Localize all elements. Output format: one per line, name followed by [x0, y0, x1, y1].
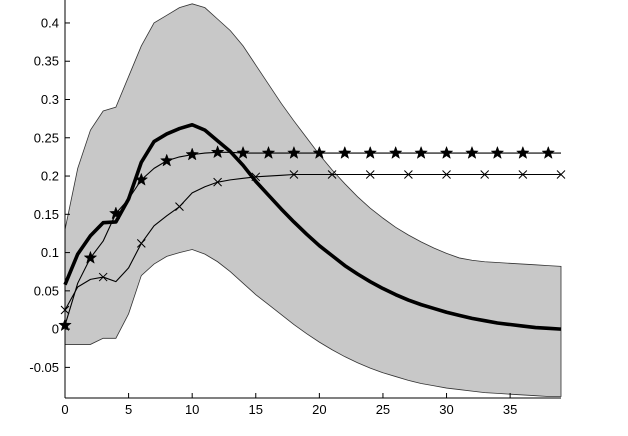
star-marker [388, 145, 403, 159]
star-marker [83, 250, 98, 264]
cross-marker [136, 239, 146, 248]
x-tick-label: 30 [439, 402, 453, 417]
star-marker [337, 145, 352, 159]
series-line-3 [64, 173, 561, 311]
star-marker [261, 145, 276, 159]
x-tick-label: 35 [503, 402, 517, 417]
star-marker [236, 145, 250, 159]
star-marker [363, 145, 378, 159]
cross-marker [404, 170, 413, 179]
y-tick-label: -0.05 [29, 360, 59, 375]
confidence-band [64, 3, 562, 397]
y-tick-label: 0.4 [41, 15, 59, 30]
star-marker [312, 145, 327, 159]
plot-area [58, 3, 566, 397]
x-axis: 0 5 10 15 20 25 30 35 [61, 393, 561, 417]
star-marker [134, 172, 149, 186]
x-tick-label: 10 [185, 402, 199, 417]
cross-marker [365, 170, 375, 179]
y-tick-label: 0.3 [41, 92, 59, 107]
cross-marker [442, 170, 451, 179]
x-tick-label: 15 [249, 402, 263, 417]
star-marker [515, 145, 530, 159]
y-tick-label: 0.35 [34, 54, 59, 69]
cross-marker [556, 170, 566, 179]
y-tick-label: 0.15 [34, 207, 59, 222]
star-marker [185, 147, 200, 161]
star-marker [210, 145, 225, 159]
star-marker [465, 145, 479, 159]
star-marker [109, 206, 123, 220]
cross-marker [213, 177, 222, 187]
y-tick-label: 0.05 [34, 283, 59, 298]
cross-marker [480, 170, 490, 179]
star-marker [414, 145, 428, 159]
y-tick-label: 0.1 [41, 245, 59, 260]
y-tick-label: 0.2 [41, 169, 59, 184]
y-tick-label: 0 [52, 322, 59, 337]
x-tick-label: 5 [125, 402, 132, 417]
star-marker [439, 145, 454, 159]
cross-marker [289, 170, 299, 179]
star-marker [159, 153, 174, 167]
y-axis: -0.05 0 0.05 0.1 0.15 0.2 0.25 0.3 0.35 0.4 [29, 0, 70, 398]
x-tick-label: 0 [61, 402, 68, 417]
star-marker [541, 145, 556, 159]
x-tick-label: 20 [312, 402, 326, 417]
cross-marker [518, 170, 528, 179]
star-marker [287, 145, 301, 159]
series-line-2 [64, 151, 561, 326]
cross-marker [251, 172, 261, 182]
star-marker [490, 145, 505, 159]
y-tick-label: 0.25 [34, 130, 59, 145]
cross-marker [327, 170, 337, 179]
cross-marker [175, 202, 184, 212]
x-tick-label: 25 [376, 402, 390, 417]
cross-marker [98, 272, 108, 282]
series-line-1 [63, 122, 562, 331]
